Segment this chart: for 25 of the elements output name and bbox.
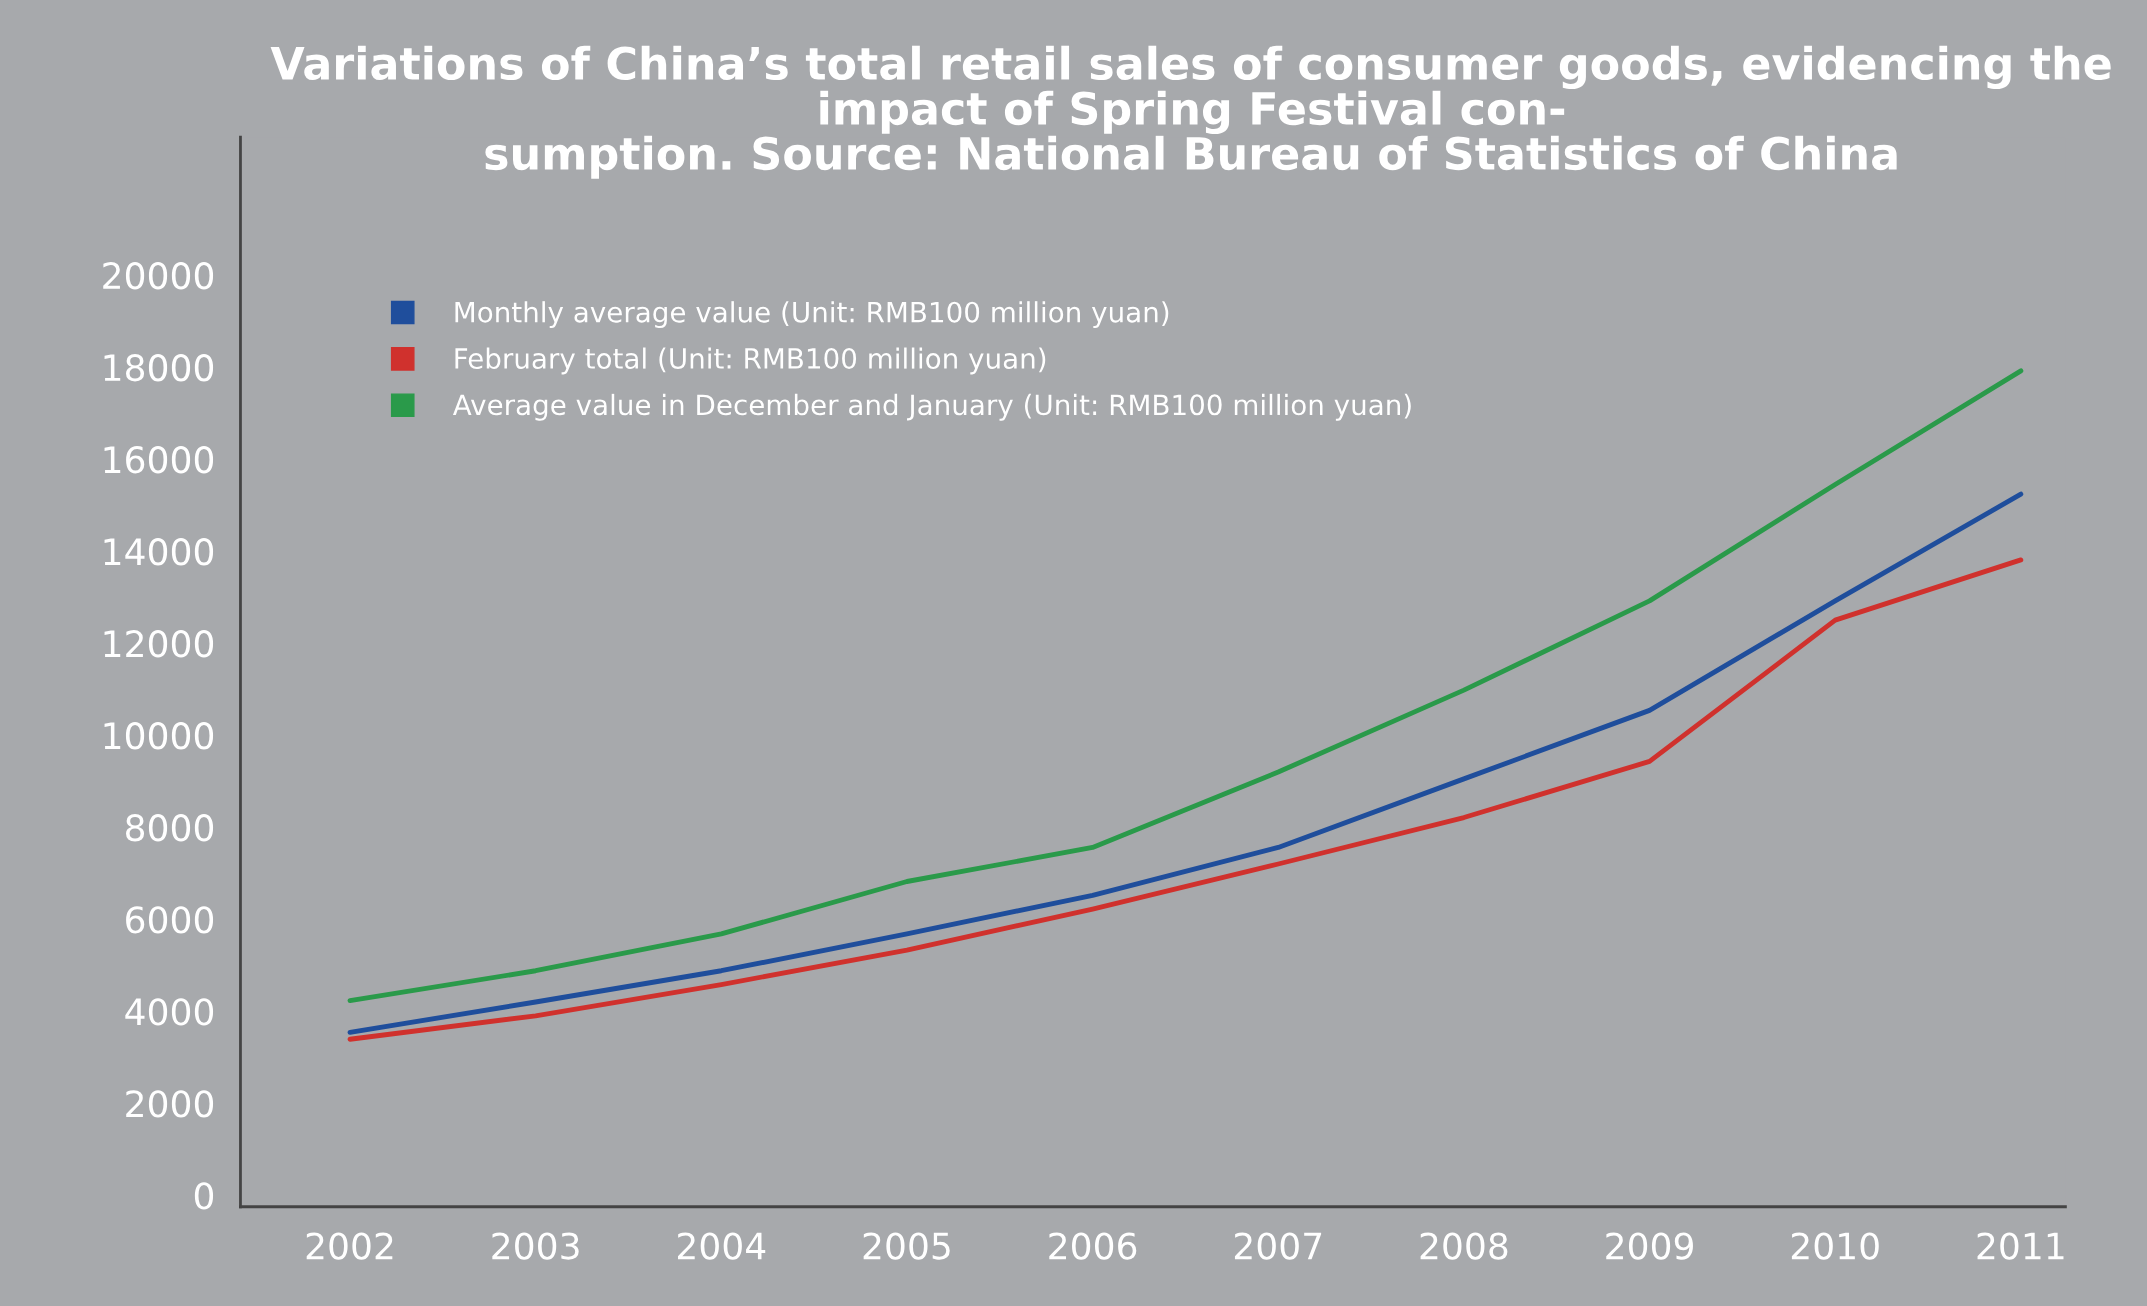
y-tick-label: 0 (194, 1182, 214, 1210)
x-tick-label: 2006 (1049, 1232, 1137, 1260)
x-tick-label: 2007 (1234, 1232, 1322, 1260)
y-tick-label: 14000 (104, 538, 214, 566)
y-tick-label: 20000 (103, 262, 214, 290)
x-tick-label: 2011 (1977, 1232, 2064, 1260)
y-tick-label: 6000 (126, 906, 214, 934)
x-tick-label: 2008 (1420, 1232, 1508, 1260)
x-tick-label: 2004 (678, 1232, 766, 1260)
chart-title: Variations of China’s total retail sales of consumer goods, evidencing the impact of Spring Festival con- sumption. Source: National Bureau of Statistics of China (270, 45, 2111, 179)
x-tick-label: 2005 (863, 1232, 950, 1260)
legend-label: Average value in December and January (Unit: RMB100 million yuan) (452, 393, 1411, 421)
x-tick-label: 2010 (1791, 1232, 1879, 1260)
y-tick-label: 2000 (126, 1090, 214, 1118)
y-tick-label: 4000 (125, 998, 214, 1026)
y-tick-label: 10000 (104, 722, 214, 750)
legend-label: February total (Unit: RMB100 million yuan) (455, 347, 1046, 375)
legend-label: Monthly average value (Unit: RMB100 million yuan) (455, 301, 1169, 329)
y-tick-label: 18000 (104, 354, 214, 382)
y-tick-label: 16000 (104, 446, 214, 474)
y-tick-label: 12000 (104, 630, 214, 658)
x-tick-label: 2003 (492, 1232, 579, 1260)
y-tick-label: 8000 (126, 814, 214, 842)
x-tick-label: 2002 (306, 1232, 393, 1260)
x-tick-label: 2009 (1606, 1232, 1693, 1260)
